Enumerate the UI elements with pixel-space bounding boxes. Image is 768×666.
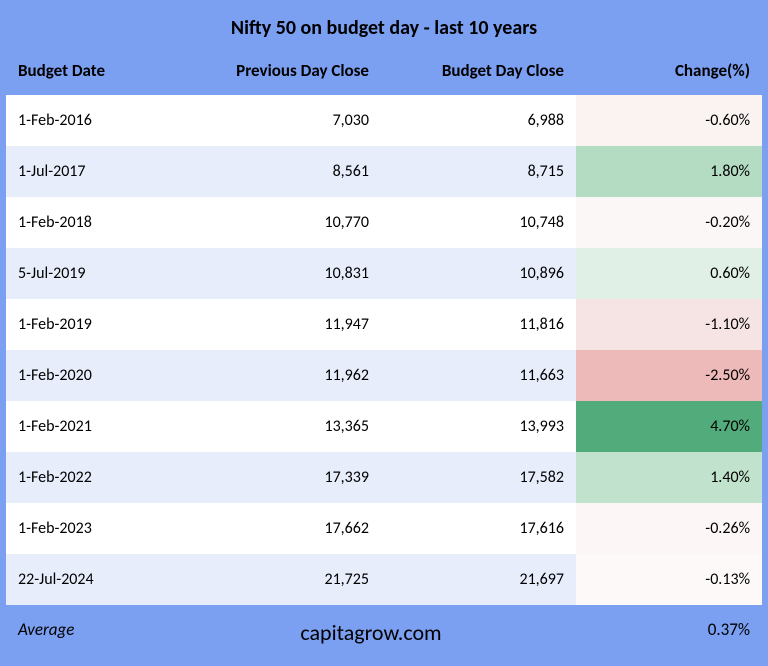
footer-label: Average: [6, 605, 166, 660]
cell-change: -0.20%: [576, 197, 762, 248]
change-value: 0.60%: [710, 264, 750, 283]
table-footer: Average capitagrow.com 0.37%: [6, 605, 762, 660]
table-row: 22-Jul-202421,72521,697 -0.13%: [6, 554, 762, 605]
cell-change: 1.80%: [576, 146, 762, 197]
col-header-prev: Previous Day Close: [166, 46, 381, 95]
cell-budget-close: 11,816: [381, 299, 576, 350]
cell-date: 1-Feb-2023: [6, 503, 166, 554]
col-header-close: Budget Day Close: [381, 46, 576, 95]
cell-date: 22-Jul-2024: [6, 554, 166, 605]
cell-change: 1.40%: [576, 452, 762, 503]
table-frame: Nifty 50 on budget day - last 10 years B…: [0, 0, 768, 666]
cell-prev-close: 10,831: [166, 248, 381, 299]
footer-value: 0.37%: [576, 605, 762, 660]
cell-change: -0.60%: [576, 95, 762, 146]
cell-date: 1-Feb-2018: [6, 197, 166, 248]
table-row: 1-Feb-20167,0306,988 -0.60%: [6, 95, 762, 146]
cell-budget-close: 11,663: [381, 350, 576, 401]
cell-date: 1-Feb-2021: [6, 401, 166, 452]
footer-brand: capitagrow.com: [166, 605, 576, 660]
cell-date: 1-Jul-2017: [6, 146, 166, 197]
cell-change: -2.50%: [576, 350, 762, 401]
col-header-change: Change(%): [576, 46, 762, 95]
cell-date: 1-Feb-2016: [6, 95, 166, 146]
cell-change: 4.70%: [576, 401, 762, 452]
cell-prev-close: 21,725: [166, 554, 381, 605]
cell-budget-close: 10,896: [381, 248, 576, 299]
table-row: 5-Jul-201910,83110,896 0.60%: [6, 248, 762, 299]
table-row: 1-Feb-202317,66217,616 -0.26%: [6, 503, 762, 554]
cell-prev-close: 11,962: [166, 350, 381, 401]
change-value: 1.80%: [710, 162, 750, 181]
cell-budget-close: 10,748: [381, 197, 576, 248]
cell-prev-close: 7,030: [166, 95, 381, 146]
table-title: Nifty 50 on budget day - last 10 years: [6, 6, 762, 46]
cell-budget-close: 21,697: [381, 554, 576, 605]
cell-change: -0.26%: [576, 503, 762, 554]
cell-budget-close: 17,582: [381, 452, 576, 503]
change-value: 1.40%: [710, 468, 750, 487]
table-row: 1-Feb-202113,36513,993 4.70%: [6, 401, 762, 452]
table-row: 1-Jul-20178,5618,715 1.80%: [6, 146, 762, 197]
table-body: 1-Feb-20167,0306,988 -0.60% 1-Jul-20178,56…: [6, 95, 762, 605]
change-value: -1.10%: [705, 315, 750, 334]
cell-date: 1-Feb-2022: [6, 452, 166, 503]
cell-budget-close: 13,993: [381, 401, 576, 452]
cell-prev-close: 11,947: [166, 299, 381, 350]
change-value: -0.20%: [705, 213, 750, 232]
cell-prev-close: 17,339: [166, 452, 381, 503]
cell-date: 1-Feb-2020: [6, 350, 166, 401]
change-value: -0.26%: [705, 519, 750, 538]
cell-budget-close: 8,715: [381, 146, 576, 197]
cell-prev-close: 13,365: [166, 401, 381, 452]
table-row: 1-Feb-202217,33917,582 1.40%: [6, 452, 762, 503]
cell-prev-close: 8,561: [166, 146, 381, 197]
cell-change: -0.13%: [576, 554, 762, 605]
cell-date: 1-Feb-2019: [6, 299, 166, 350]
cell-prev-close: 10,770: [166, 197, 381, 248]
cell-budget-close: 6,988: [381, 95, 576, 146]
table-row: 1-Feb-202011,96211,663 -2.50%: [6, 350, 762, 401]
table-row: 1-Feb-201810,77010,748 -0.20%: [6, 197, 762, 248]
cell-change: 0.60%: [576, 248, 762, 299]
cell-change: -1.10%: [576, 299, 762, 350]
table-header: Budget Date Previous Day Close Budget Da…: [6, 46, 762, 95]
change-value: -2.50%: [705, 366, 750, 385]
change-value: 4.70%: [710, 417, 750, 436]
table-row: 1-Feb-201911,94711,816 -1.10%: [6, 299, 762, 350]
change-value: -0.60%: [705, 111, 750, 130]
col-header-date: Budget Date: [6, 46, 166, 95]
cell-prev-close: 17,662: [166, 503, 381, 554]
change-value: -0.13%: [705, 570, 750, 589]
cell-budget-close: 17,616: [381, 503, 576, 554]
cell-date: 5-Jul-2019: [6, 248, 166, 299]
